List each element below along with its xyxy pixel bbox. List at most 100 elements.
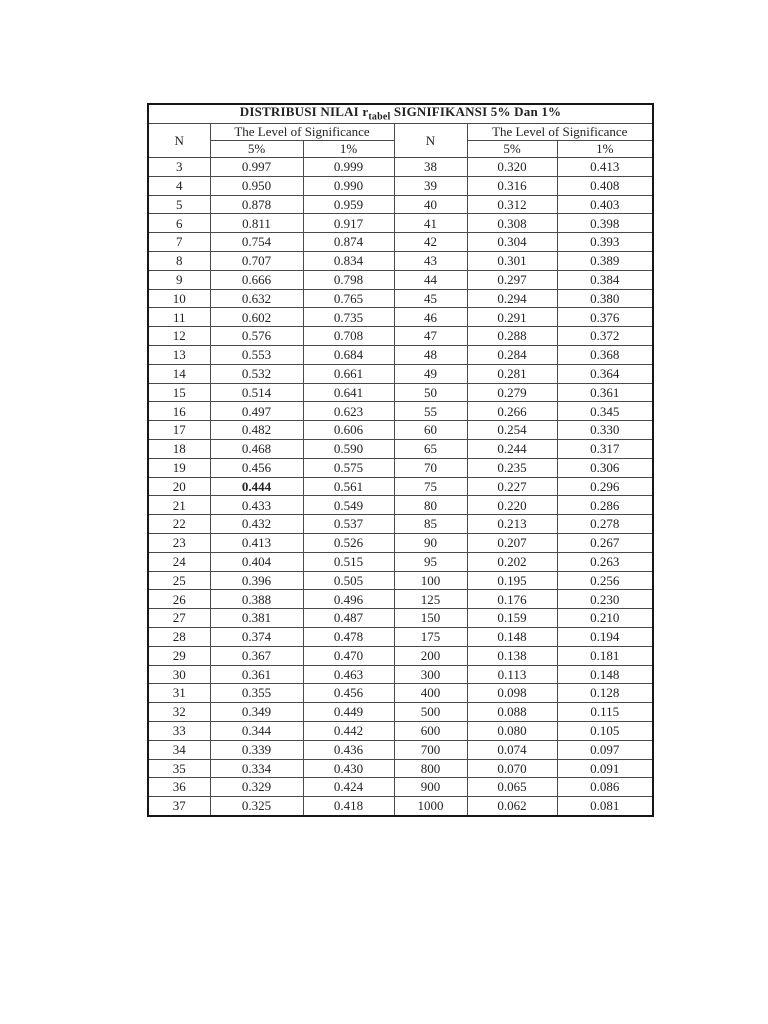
cell-1pct-right: 0.330 (556, 420, 654, 441)
cell-5pct-left: 0.878 (209, 194, 304, 215)
cell-n-left: 28 (147, 627, 211, 647)
table-row: 32 0.349 0.449 500 0.088 0.115 (147, 702, 654, 722)
cell-5pct-right: 0.088 (466, 702, 558, 722)
cell-1pct-left: 0.470 (302, 645, 395, 666)
cell-n-right: 100 (393, 570, 468, 591)
cell-1pct-right: 0.384 (556, 269, 654, 290)
header-row-group: N The Level of Significance N The Level … (147, 123, 654, 159)
table-row: 16 0.497 0.623 55 0.266 0.345 (147, 401, 654, 422)
cell-1pct-left: 0.430 (302, 758, 395, 779)
cell-1pct-right: 0.181 (556, 645, 654, 666)
cell-n-left: 12 (147, 326, 211, 347)
cell-1pct-right: 0.364 (556, 363, 654, 384)
cell-1pct-right: 0.306 (556, 457, 654, 478)
cell-1pct-right: 0.105 (556, 721, 654, 741)
cell-1pct-right: 0.403 (556, 194, 654, 215)
cell-5pct-left: 0.329 (209, 777, 304, 798)
cell-5pct-right: 0.080 (466, 721, 558, 741)
table-row: 22 0.432 0.537 85 0.213 0.278 (147, 514, 654, 535)
cell-n-left: 3 (147, 157, 211, 177)
cell-1pct-right: 0.389 (556, 251, 654, 271)
cell-5pct-right: 0.279 (466, 382, 558, 403)
header-n-right: N (393, 123, 468, 159)
cell-5pct-left: 0.666 (209, 269, 304, 290)
cell-5pct-right: 0.062 (466, 796, 558, 817)
cell-5pct-left: 0.355 (209, 683, 304, 704)
cell-n-left: 35 (147, 758, 211, 779)
cell-5pct-left: 0.602 (209, 307, 304, 328)
cell-n-right: 75 (393, 476, 468, 497)
cell-5pct-right: 0.065 (466, 777, 558, 798)
header-significance-right: The Level of Significance (466, 123, 654, 142)
cell-n-right: 39 (393, 175, 468, 196)
cell-n-right: 95 (393, 551, 468, 572)
cell-n-right: 44 (393, 269, 468, 290)
table-row: 24 0.404 0.515 95 0.202 0.263 (147, 551, 654, 572)
cell-5pct-left: 0.413 (209, 533, 304, 553)
cell-5pct-left: 0.388 (209, 589, 304, 610)
cell-n-left: 14 (147, 363, 211, 384)
cell-1pct-left: 0.959 (302, 194, 395, 215)
cell-1pct-left: 0.684 (302, 345, 395, 365)
cell-1pct-right: 0.408 (556, 175, 654, 196)
cell-1pct-left: 0.478 (302, 627, 395, 647)
cell-n-right: 80 (393, 495, 468, 516)
cell-5pct-right: 0.207 (466, 533, 558, 553)
cell-5pct-left: 0.367 (209, 645, 304, 666)
table-row: 5 0.878 0.959 40 0.312 0.403 (147, 194, 654, 215)
cell-n-right: 700 (393, 739, 468, 760)
table-row: 28 0.374 0.478 175 0.148 0.194 (147, 627, 654, 647)
cell-5pct-left: 0.339 (209, 739, 304, 760)
cell-1pct-left: 0.999 (302, 157, 395, 177)
cell-n-left: 7 (147, 232, 211, 253)
cell-1pct-left: 0.765 (302, 288, 395, 309)
cell-5pct-left: 0.514 (209, 382, 304, 403)
cell-n-left: 8 (147, 251, 211, 271)
cell-5pct-right: 0.227 (466, 476, 558, 497)
cell-1pct-left: 0.418 (302, 796, 395, 817)
cell-5pct-left: 0.997 (209, 157, 304, 177)
cell-5pct-right: 0.284 (466, 345, 558, 365)
cell-5pct-left: 0.374 (209, 627, 304, 647)
cell-1pct-right: 0.263 (556, 551, 654, 572)
cell-1pct-left: 0.917 (302, 213, 395, 234)
table-body: 3 0.997 0.999 38 0.320 0.413 4 0.950 0.990 39 0.31… (147, 157, 654, 817)
cell-n-right: 400 (393, 683, 468, 704)
table-row: 25 0.396 0.505 100 0.195 0.256 (147, 570, 654, 591)
cell-5pct-left: 0.444 (209, 476, 304, 497)
cell-5pct-left: 0.553 (209, 345, 304, 365)
table-row: 8 0.707 0.834 43 0.301 0.389 (147, 251, 654, 271)
cell-1pct-left: 0.575 (302, 457, 395, 478)
cell-5pct-right: 0.202 (466, 551, 558, 572)
cell-1pct-right: 0.413 (556, 157, 654, 177)
cell-5pct-right: 0.235 (466, 457, 558, 478)
header-row-levels: 5% 1% 5% 1% (148, 140, 654, 159)
cell-n-right: 600 (393, 721, 468, 741)
cell-1pct-left: 0.526 (302, 533, 395, 553)
cell-5pct-right: 0.281 (466, 363, 558, 384)
cell-n-right: 48 (393, 345, 468, 365)
cell-5pct-right: 0.301 (466, 251, 558, 271)
cell-1pct-right: 0.128 (556, 683, 654, 704)
cell-n-right: 1000 (393, 796, 468, 817)
cell-n-left: 26 (147, 589, 211, 610)
cell-5pct-right: 0.070 (466, 758, 558, 779)
cell-n-left: 31 (147, 683, 211, 704)
cell-5pct-right: 0.320 (466, 157, 558, 177)
table-row: 9 0.666 0.798 44 0.297 0.384 (147, 269, 654, 290)
cell-5pct-left: 0.334 (209, 758, 304, 779)
table-row: 3 0.997 0.999 38 0.320 0.413 (147, 157, 654, 177)
cell-1pct-right: 0.097 (556, 739, 654, 760)
cell-1pct-left: 0.463 (302, 664, 395, 685)
cell-1pct-left: 0.487 (302, 608, 395, 629)
cell-5pct-left: 0.344 (209, 721, 304, 741)
cell-5pct-right: 0.148 (466, 627, 558, 647)
cell-5pct-right: 0.304 (466, 232, 558, 253)
cell-5pct-right: 0.297 (466, 269, 558, 290)
cell-n-left: 22 (147, 514, 211, 535)
cell-1pct-left: 0.590 (302, 439, 395, 459)
table-row: 29 0.367 0.470 200 0.138 0.181 (147, 645, 654, 666)
cell-5pct-left: 0.381 (209, 608, 304, 629)
cell-n-left: 11 (147, 307, 211, 328)
header-significance-left: The Level of Significance (209, 123, 395, 142)
